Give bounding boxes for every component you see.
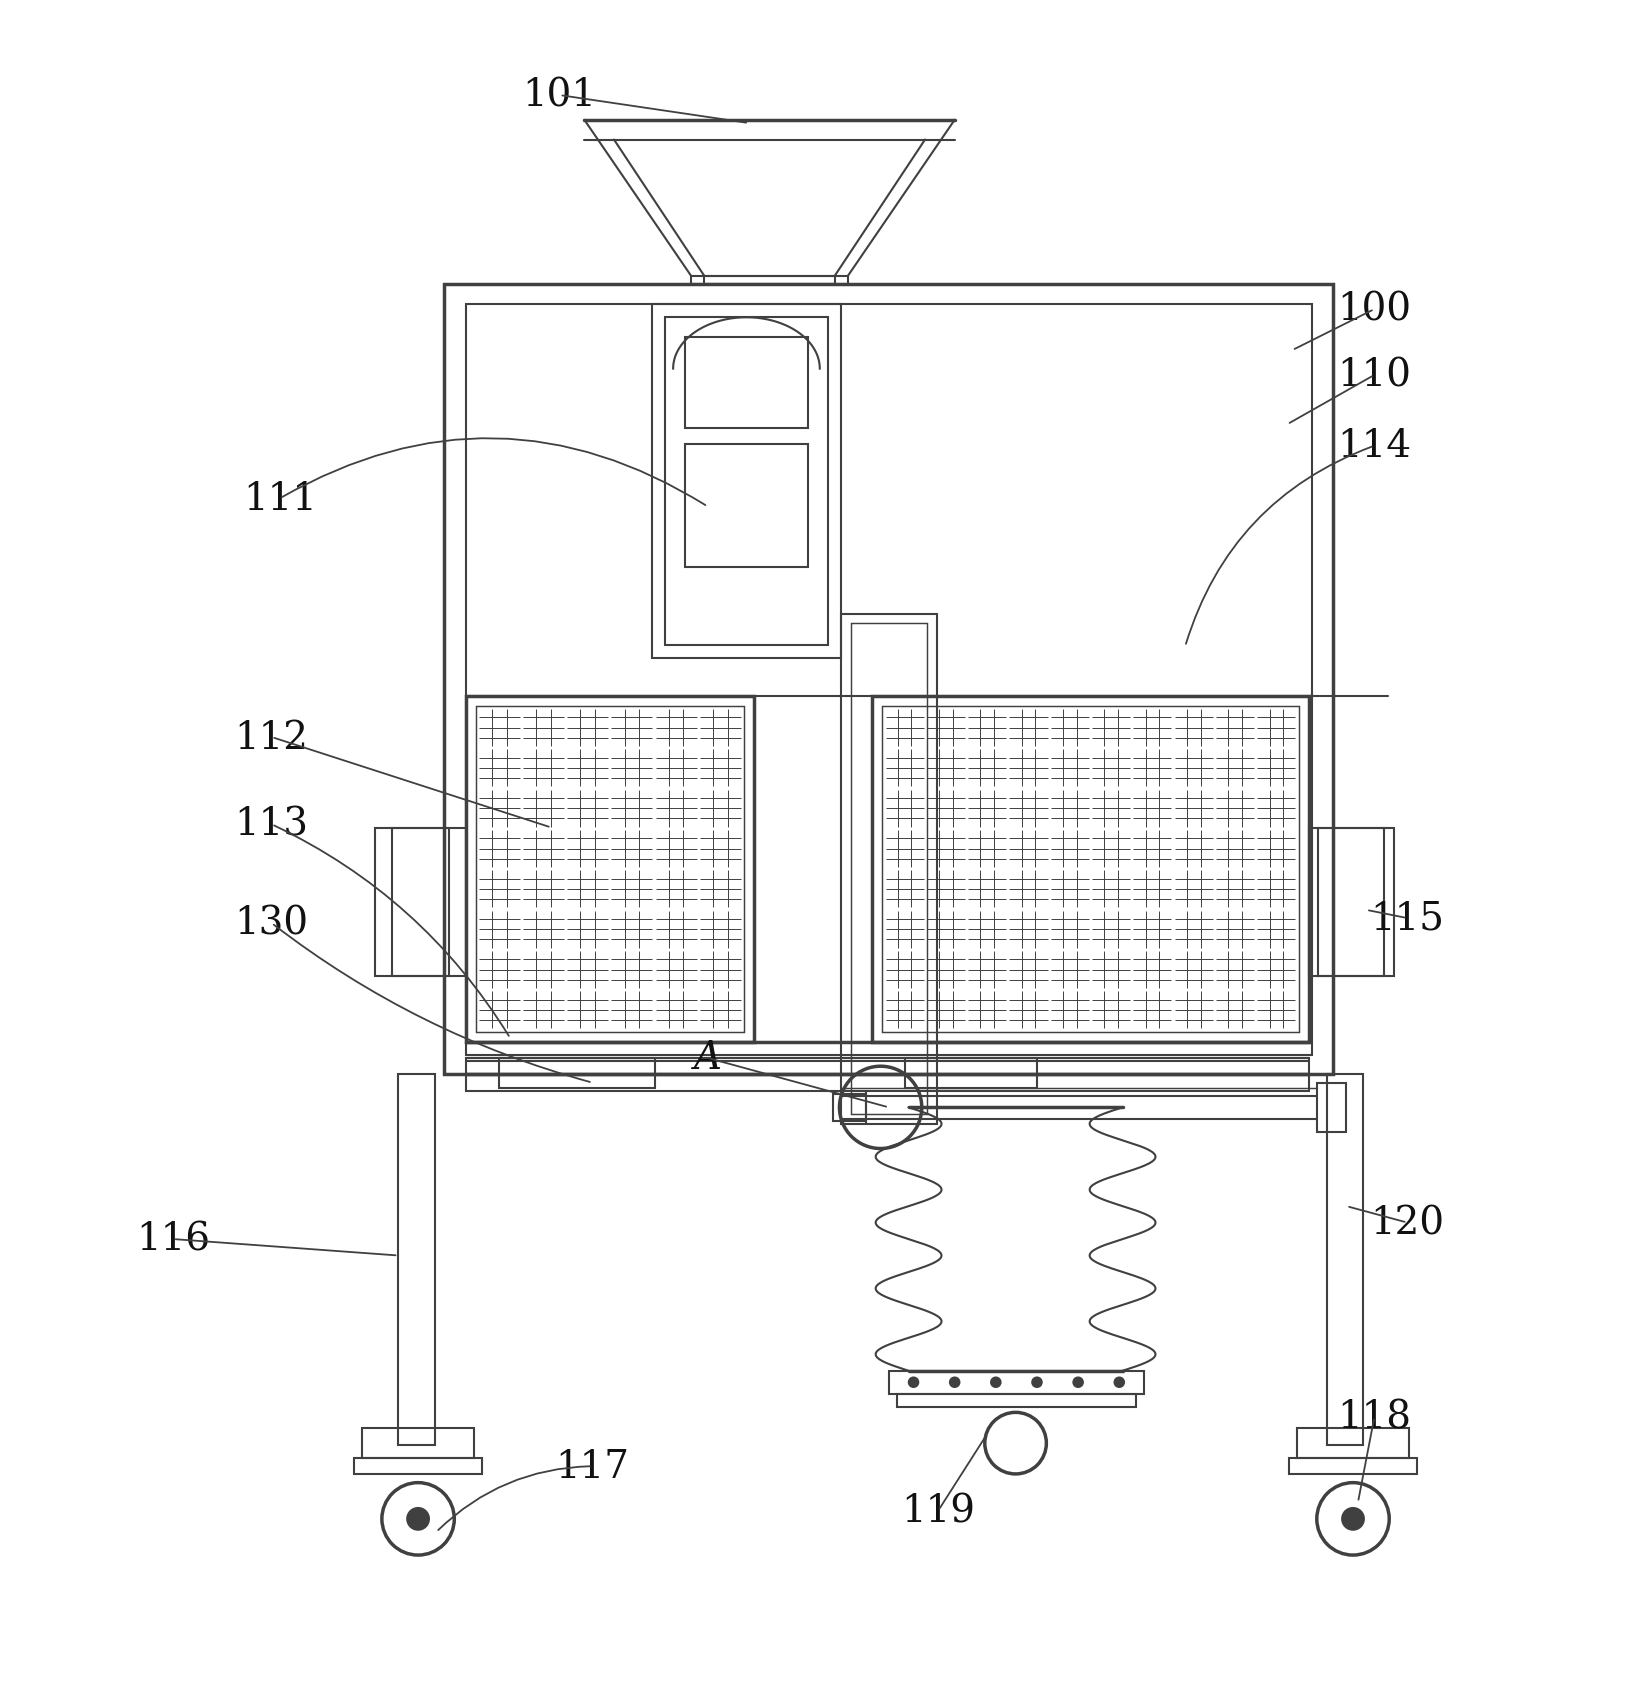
Bar	[1317, 1083, 1346, 1132]
Bar	[476, 706, 744, 1032]
Text: 101: 101	[523, 78, 596, 115]
Circle shape	[1341, 1508, 1365, 1530]
Bar	[652, 306, 841, 659]
Bar	[354, 1458, 482, 1474]
Text: 114: 114	[1337, 427, 1412, 464]
Bar	[872, 696, 1309, 1042]
Bar	[1318, 828, 1384, 976]
Bar	[905, 1059, 1037, 1088]
Text: 119: 119	[902, 1493, 974, 1529]
Text: 113: 113	[235, 806, 308, 843]
Bar	[1289, 1458, 1417, 1474]
Bar	[375, 828, 466, 976]
Circle shape	[1073, 1378, 1083, 1387]
Bar	[665, 318, 828, 645]
Bar	[833, 1094, 866, 1121]
Bar	[362, 1429, 474, 1458]
Text: A: A	[693, 1040, 723, 1078]
Bar	[691, 277, 848, 285]
Bar	[841, 615, 937, 1125]
Text: 120: 120	[1369, 1204, 1445, 1241]
Bar	[704, 277, 835, 285]
Bar	[685, 444, 808, 568]
Circle shape	[1032, 1378, 1042, 1387]
Bar	[851, 623, 927, 1115]
Text: 110: 110	[1338, 356, 1411, 394]
Text: 118: 118	[1338, 1398, 1411, 1436]
Bar	[889, 1371, 1144, 1393]
Text: 130: 130	[234, 905, 309, 942]
Bar	[466, 696, 754, 1042]
Text: 112: 112	[235, 720, 308, 757]
Bar	[882, 706, 1299, 1032]
Bar	[897, 1393, 1136, 1407]
Text: 117: 117	[556, 1447, 629, 1485]
Bar	[1297, 1429, 1409, 1458]
Circle shape	[1114, 1378, 1124, 1387]
Bar	[499, 1059, 655, 1088]
Bar	[685, 338, 808, 429]
Bar	[466, 1059, 1309, 1091]
Text: 116: 116	[137, 1221, 209, 1258]
Bar	[1309, 828, 1394, 976]
Circle shape	[991, 1378, 1001, 1387]
Text: 111: 111	[244, 481, 316, 517]
Bar	[466, 306, 1312, 1056]
Bar	[1327, 1074, 1363, 1444]
Circle shape	[909, 1378, 918, 1387]
Circle shape	[950, 1378, 960, 1387]
Bar	[392, 828, 449, 976]
Bar	[398, 1074, 435, 1444]
Text: 115: 115	[1371, 900, 1444, 937]
Circle shape	[407, 1508, 430, 1530]
Bar	[444, 285, 1333, 1074]
Text: 100: 100	[1337, 292, 1412, 328]
